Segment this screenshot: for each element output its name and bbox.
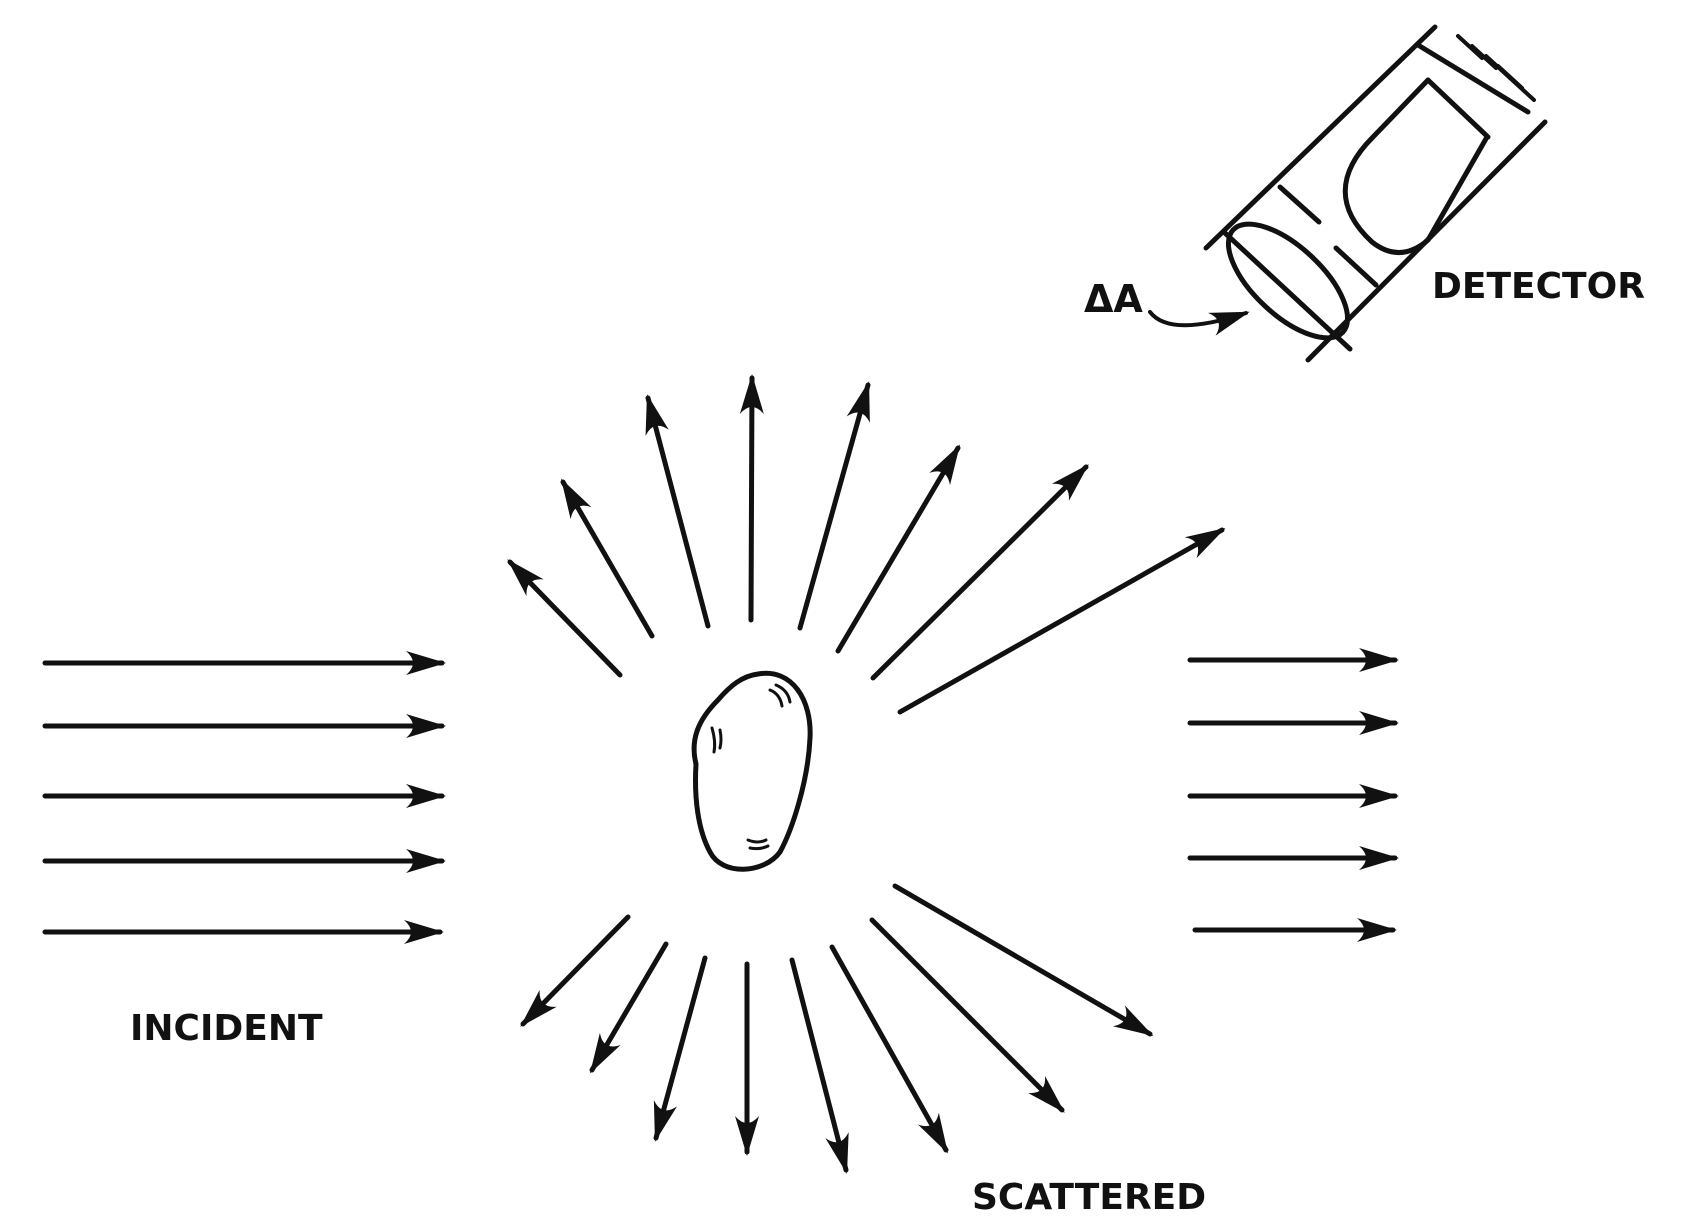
scattered-arrow bbox=[870, 464, 1089, 681]
scattered-arrows-upper bbox=[507, 374, 1226, 715]
scattered-arrow bbox=[560, 478, 655, 639]
scattered-arrow bbox=[835, 444, 961, 654]
scattered-arrow bbox=[869, 917, 1065, 1113]
scattered-arrow bbox=[892, 883, 1154, 1037]
incident-arrows bbox=[42, 651, 446, 944]
scattered-arrow bbox=[507, 559, 623, 678]
scattering-particle bbox=[691, 670, 813, 872]
scattered-arrows-lower bbox=[520, 883, 1154, 1174]
scattered-arrow bbox=[797, 381, 871, 631]
detector bbox=[1203, 24, 1548, 363]
scattered-arrow bbox=[829, 944, 949, 1154]
scattered-arrow bbox=[520, 914, 631, 1027]
scattered-arrow bbox=[739, 374, 764, 623]
scattered-arrow bbox=[589, 941, 669, 1074]
detector-label: DETECTOR bbox=[1432, 266, 1645, 307]
area-label: ΔA bbox=[1084, 277, 1143, 321]
scattered-label: SCATTERED bbox=[972, 1177, 1206, 1217]
incident-label: INCIDENT bbox=[130, 1008, 323, 1049]
area-pointer-arrow bbox=[1148, 310, 1250, 336]
transmitted-arrows bbox=[1187, 648, 1399, 942]
scattered-arrow bbox=[645, 394, 711, 629]
scattered-arrow bbox=[789, 957, 849, 1174]
scattered-arrow bbox=[897, 527, 1226, 715]
scattered-arrow bbox=[653, 955, 708, 1142]
